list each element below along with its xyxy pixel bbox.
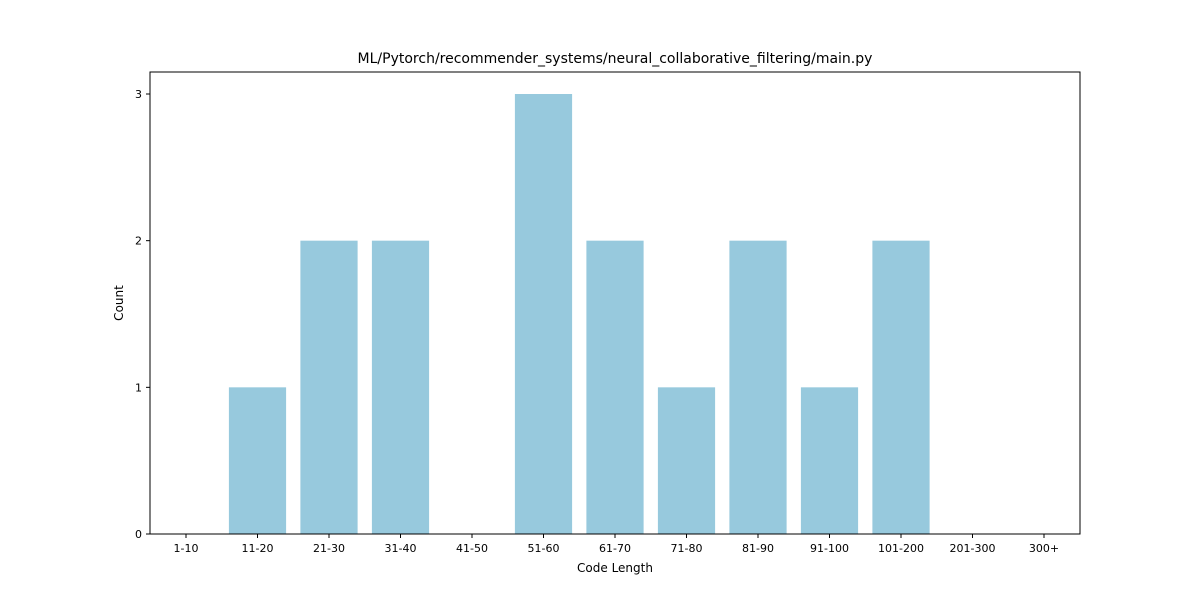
x-tick-label: 31-40 — [385, 542, 417, 555]
y-axis-ticks: 0 1 2 3 — [135, 88, 150, 541]
y-tick-label: 1 — [135, 381, 142, 394]
x-axis-label: Code Length — [577, 561, 653, 575]
x-tick-label: 51-60 — [528, 542, 560, 555]
x-tick-label: 201-300 — [950, 542, 996, 555]
chart-title: ML/Pytorch/recommender_systems/neural_co… — [358, 51, 873, 67]
x-tick-label: 11-20 — [242, 542, 274, 555]
x-tick-label: 101-200 — [878, 542, 924, 555]
x-tick-label: 91-100 — [810, 542, 849, 555]
y-tick-label: 0 — [135, 528, 142, 541]
bar-21-30 — [300, 240, 358, 535]
bar-61-70 — [586, 240, 644, 535]
bar-91-100 — [800, 387, 859, 534]
x-tick-label: 41-50 — [456, 542, 488, 555]
x-tick-label: 21-30 — [313, 542, 345, 555]
x-tick-label: 1-10 — [174, 542, 199, 555]
x-tick-label: 300+ — [1029, 542, 1059, 555]
x-tick-label: 81-90 — [742, 542, 774, 555]
bar-11-20 — [228, 387, 287, 534]
bar-51-60 — [514, 94, 573, 534]
bar-71-80 — [657, 387, 716, 534]
x-tick-label: 61-70 — [599, 542, 631, 555]
y-tick-label: 2 — [135, 235, 142, 248]
y-tick-label: 3 — [135, 88, 142, 101]
bars-group — [228, 94, 930, 535]
bar-31-40 — [371, 240, 430, 535]
x-tick-label: 71-80 — [671, 542, 703, 555]
bar-101-200 — [872, 240, 930, 535]
bar-81-90 — [729, 240, 787, 535]
x-axis-ticks: 1-10 11-20 21-30 31-40 41-50 51-60 61-70 71-80 8… — [174, 534, 1059, 555]
y-axis-label: Count — [112, 285, 126, 321]
